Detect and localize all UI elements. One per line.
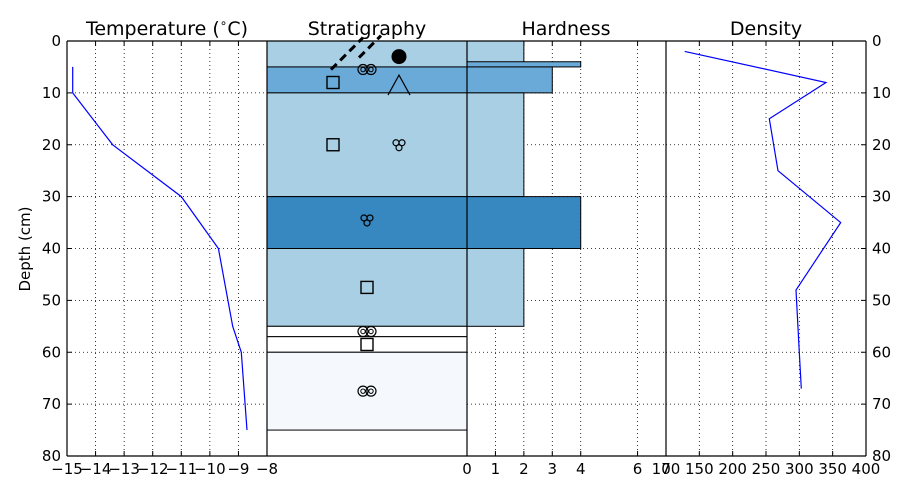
strat-layer	[266, 92, 468, 198]
depth-tick-label-left: 80	[42, 447, 61, 465]
temperature-x-tick-label: −12	[137, 460, 169, 478]
depth-tick-label-right: 70	[872, 395, 891, 413]
temperature-x-tick-label: −9	[227, 460, 249, 478]
temperature-line	[72, 66, 248, 431]
depth-tick-label-left: 30	[42, 188, 61, 206]
rounded-grain-circle-symbol	[365, 325, 377, 338]
density-x-tick-label: 150	[685, 460, 714, 478]
density-panel: 100 150 200 250 300 350 400	[652, 41, 881, 478]
faceted-grain-square-symbol	[326, 75, 340, 90]
crust-slash-symbol	[357, 34, 383, 59]
depth-tick-label-left: 40	[42, 240, 61, 258]
hardness-x-tick-label: 7	[661, 460, 671, 478]
rounded-grain-inner-symbol	[368, 66, 374, 73]
hardness-x-tick-label: 4	[576, 460, 586, 478]
strat-layer	[266, 196, 468, 249]
strat-layer	[266, 66, 468, 94]
depth-tick-label-right: 50	[872, 291, 891, 309]
depth-axes: 0 0 10 10 20 20 30 30 40 40 50 50 60 60 70 70 80 80	[42, 32, 891, 465]
depth-tick-label-right: 20	[872, 136, 891, 154]
depth-tick-label-right: 0	[872, 32, 882, 50]
temperature-x-tick-label: −8	[256, 460, 278, 478]
temperature-panel: −15−14−13−12−11−10 −9 −8	[51, 41, 278, 478]
depth-tick-label-left: 50	[42, 291, 61, 309]
depth-hoar-triangle-symbol	[387, 73, 411, 96]
hardness-bar	[466, 66, 553, 94]
faceted-grain-square-symbol	[326, 138, 340, 152]
rounded-grain-circle-symbol	[357, 385, 369, 397]
rounded-grain-inner-symbol	[360, 388, 366, 394]
strat-layer	[266, 248, 468, 327]
stratigraphy-title: Stratigraphy	[308, 18, 427, 40]
rounded-grain-circle-symbol	[365, 63, 377, 76]
faceted-grain-square-symbol	[360, 337, 374, 352]
temperature-x-tick-label: −10	[194, 460, 226, 478]
strat-layer	[266, 40, 468, 68]
hardness-x-tick-label: 1	[491, 460, 501, 478]
hardness-x-tick-label: 6	[633, 460, 643, 478]
grain-cluster-symbol	[398, 139, 406, 147]
hardness-x-tick-label: 0	[462, 460, 472, 478]
density-line	[684, 50, 842, 389]
rounded-grain-inner-symbol	[360, 66, 366, 73]
hardness-x-tick-label: 3	[548, 460, 558, 478]
hardness-x-tick-label: 2	[519, 460, 529, 478]
depth-axis-label: Depth (cm)	[16, 206, 34, 291]
rounded-grain-inner-symbol	[368, 388, 374, 394]
hardness-bar	[466, 196, 582, 249]
hardness-bar	[466, 248, 525, 327]
density-x-tick-label: 300	[785, 460, 814, 478]
depth-tick-label-right: 80	[872, 447, 891, 465]
density-x-tick-label: 350	[818, 460, 847, 478]
strat-layer	[266, 351, 468, 431]
grain-cluster-symbol	[363, 219, 371, 227]
depth-tick-label-left: 10	[42, 84, 61, 102]
density-x-tick-label: 400	[852, 460, 881, 478]
rounded-grain-circle-symbol	[357, 63, 369, 76]
hardness-bar	[466, 61, 582, 68]
temperature-x-tick-label: −11	[165, 460, 197, 478]
crust-slash-symbol	[329, 36, 365, 71]
depth-tick-label-right: 60	[872, 343, 891, 361]
grain-cluster-symbol	[366, 214, 374, 222]
depth-tick-label-left: 60	[42, 343, 61, 361]
density-x-tick-label: 250	[752, 460, 781, 478]
grain-cluster-symbol	[395, 144, 403, 152]
density-title: Density	[730, 18, 802, 40]
depth-tick-label-right: 30	[872, 188, 891, 206]
depth-tick-label-right: 40	[872, 240, 891, 258]
stratigraphy-panel	[266, 34, 468, 431]
rounded-grain-inner-symbol	[368, 328, 374, 335]
depth-tick-label-left: 20	[42, 136, 61, 154]
temperature-x-tick-label: −13	[108, 460, 140, 478]
density-x-tick-label: 100	[652, 460, 681, 478]
temperature-x-tick-label: −14	[80, 460, 112, 478]
density-x-tick-label: 200	[718, 460, 747, 478]
temperature-x-tick-label: −15	[51, 460, 83, 478]
depth-tick-label-left: 70	[42, 395, 61, 413]
depth-tick-label-left: 0	[51, 32, 61, 50]
rounded-grain-circle-symbol	[357, 325, 369, 338]
rounded-grain-inner-symbol	[360, 328, 366, 335]
temperature-title: Temperature (∘C)	[85, 16, 248, 40]
hardness-title: Hardness	[522, 18, 611, 40]
hardness-bar	[466, 92, 525, 198]
ice-grain-filled-circle-symbol	[391, 49, 407, 65]
faceted-grain-square-symbol	[360, 280, 374, 295]
depth-tick-label-right: 10	[872, 84, 891, 102]
rounded-grain-circle-symbol	[365, 385, 377, 397]
